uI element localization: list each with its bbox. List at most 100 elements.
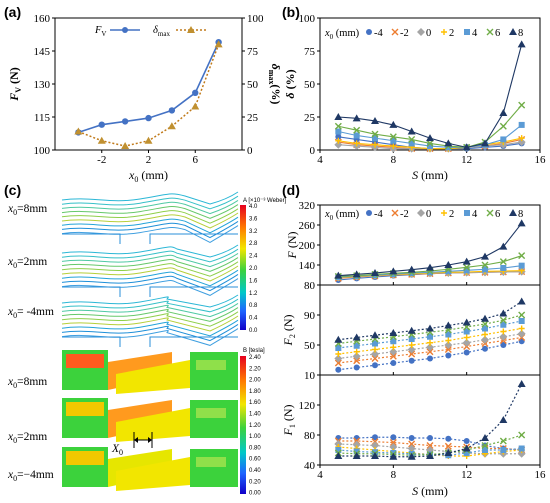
y-axis-label: FV (N): [7, 67, 23, 101]
series-dmax-point: [97, 136, 106, 144]
series-2-point: [518, 325, 525, 332]
legend-marker-0: [417, 28, 425, 36]
flux-colorbar-tick: 4.0: [249, 204, 258, 210]
legend-dmax-label: δmax: [153, 25, 170, 38]
x-axis-label: S (mm): [412, 484, 448, 498]
series-8-point: [517, 297, 526, 305]
flux-colorbar-tick: 1.2: [249, 291, 258, 297]
series-6-point: [499, 122, 507, 130]
series--2-point: [408, 440, 416, 448]
b-field-block: [62, 398, 238, 442]
series-8-point: [407, 265, 416, 273]
series-0-point: [407, 345, 416, 354]
field-maps-c: x0=8mm x0=2mm x0= -4mm x0=8mm x0=2mm x0=−4mm X…: [7, 191, 287, 497]
legend: x0 (mm) -4 -2 0 2 4 6 8: [324, 209, 523, 222]
flux-line: [61, 261, 239, 277]
series-4-point: [500, 321, 507, 328]
series-8-point: [389, 329, 398, 336]
series-2-point: [500, 328, 507, 335]
flux-colorbar-tick: 3.6: [249, 216, 258, 222]
series-0-point: [517, 138, 526, 147]
series--4-point: [463, 438, 470, 444]
series-6-point: [371, 130, 379, 138]
series-8-point: [352, 270, 361, 278]
flux-line: [61, 199, 239, 215]
chart-a: 100 115 130 145 160 0 25 50 75 100 -2 2 6 x0 (mm) FV (…: [7, 13, 283, 184]
flux-line: [61, 212, 239, 229]
series-6-line: [338, 434, 522, 456]
series-8-point: [389, 120, 398, 128]
series-0-point: [517, 329, 526, 338]
legend: FV δmax: [94, 25, 206, 38]
y-tick-label: 120: [299, 400, 316, 412]
legend-label-4: 4: [472, 209, 478, 220]
series-8-point: [462, 143, 471, 151]
legend-title: x0 (mm): [324, 28, 360, 41]
series-2-point: [482, 331, 488, 338]
flux-outline: [62, 233, 238, 244]
flux-colorbar-tick: 2.0: [249, 266, 258, 272]
legend-label-2: 2: [449, 209, 454, 220]
series--4-line: [338, 436, 522, 451]
flux-colorbar-tick: 0.8: [249, 303, 258, 309]
series-dmax-point: [191, 102, 200, 110]
series-8-point: [426, 324, 434, 332]
series--4-point: [372, 434, 378, 441]
series-4-point: [427, 143, 433, 150]
series-4-point: [427, 269, 433, 276]
x-axis-label: x0 (mm): [128, 168, 168, 184]
series-6-point: [518, 252, 526, 260]
b-colorbar-tick: 2.20: [249, 366, 261, 372]
series--2-point: [334, 359, 342, 367]
series-2-point: [390, 143, 397, 150]
series-dmax-point: [167, 122, 176, 130]
series--4-point: [335, 366, 342, 373]
series-4-point: [518, 445, 525, 452]
y-tick-label: 50: [304, 79, 316, 91]
series-4-point: [372, 135, 378, 142]
y2-tick-label: 100: [247, 13, 264, 25]
y2-tick-label: 0: [247, 145, 253, 157]
series-8-point: [481, 314, 489, 322]
flux-line: [61, 294, 239, 308]
x-tick-label: 4: [317, 154, 323, 166]
b-colorbar-tick: 1.80: [249, 389, 261, 395]
series-2-point: [518, 267, 525, 274]
series-8-point: [499, 109, 508, 117]
series--4-point: [335, 133, 342, 140]
legend: x0 (mm) -4 -2 0 2 4 6 8: [324, 28, 523, 41]
b-region-right: [190, 400, 238, 438]
series-6-point: [499, 437, 507, 445]
series-2-point: [353, 140, 360, 147]
series-4-point: [390, 137, 397, 144]
series-0-point: [389, 443, 398, 451]
flux-line: [61, 204, 239, 219]
x-tick-label: 12: [461, 469, 472, 481]
b-region-right-core: [196, 408, 226, 418]
series-fv-point: [98, 121, 105, 128]
b-region-right: [190, 352, 238, 390]
b-region-right-core: [196, 360, 226, 370]
y-tick-label: 90: [304, 310, 316, 322]
series-0-point: [444, 341, 453, 349]
series-8-point: [334, 271, 343, 279]
series-0-line: [338, 443, 522, 455]
series-8-point: [371, 269, 379, 276]
series-0-point: [371, 441, 379, 450]
series-0-point: [334, 140, 343, 149]
series-0-point: [334, 354, 343, 363]
x-tick-label: 12: [461, 154, 472, 166]
series-dmax-point: [214, 40, 223, 48]
series-4-point: [335, 128, 342, 135]
series-0-point: [426, 343, 434, 352]
y-axis-label-f2: F2 (N): [281, 314, 297, 346]
legend-marker-4: [464, 29, 470, 35]
flux-line: [61, 302, 239, 318]
flux-colorbar-tick: 0.0: [249, 328, 258, 334]
legend-label--2: -2: [400, 28, 409, 39]
series--2-point: [426, 348, 434, 356]
series-0-point: [407, 444, 416, 453]
flux-line: [61, 248, 239, 263]
flux-colorbar-tick: 1.6: [249, 278, 258, 284]
